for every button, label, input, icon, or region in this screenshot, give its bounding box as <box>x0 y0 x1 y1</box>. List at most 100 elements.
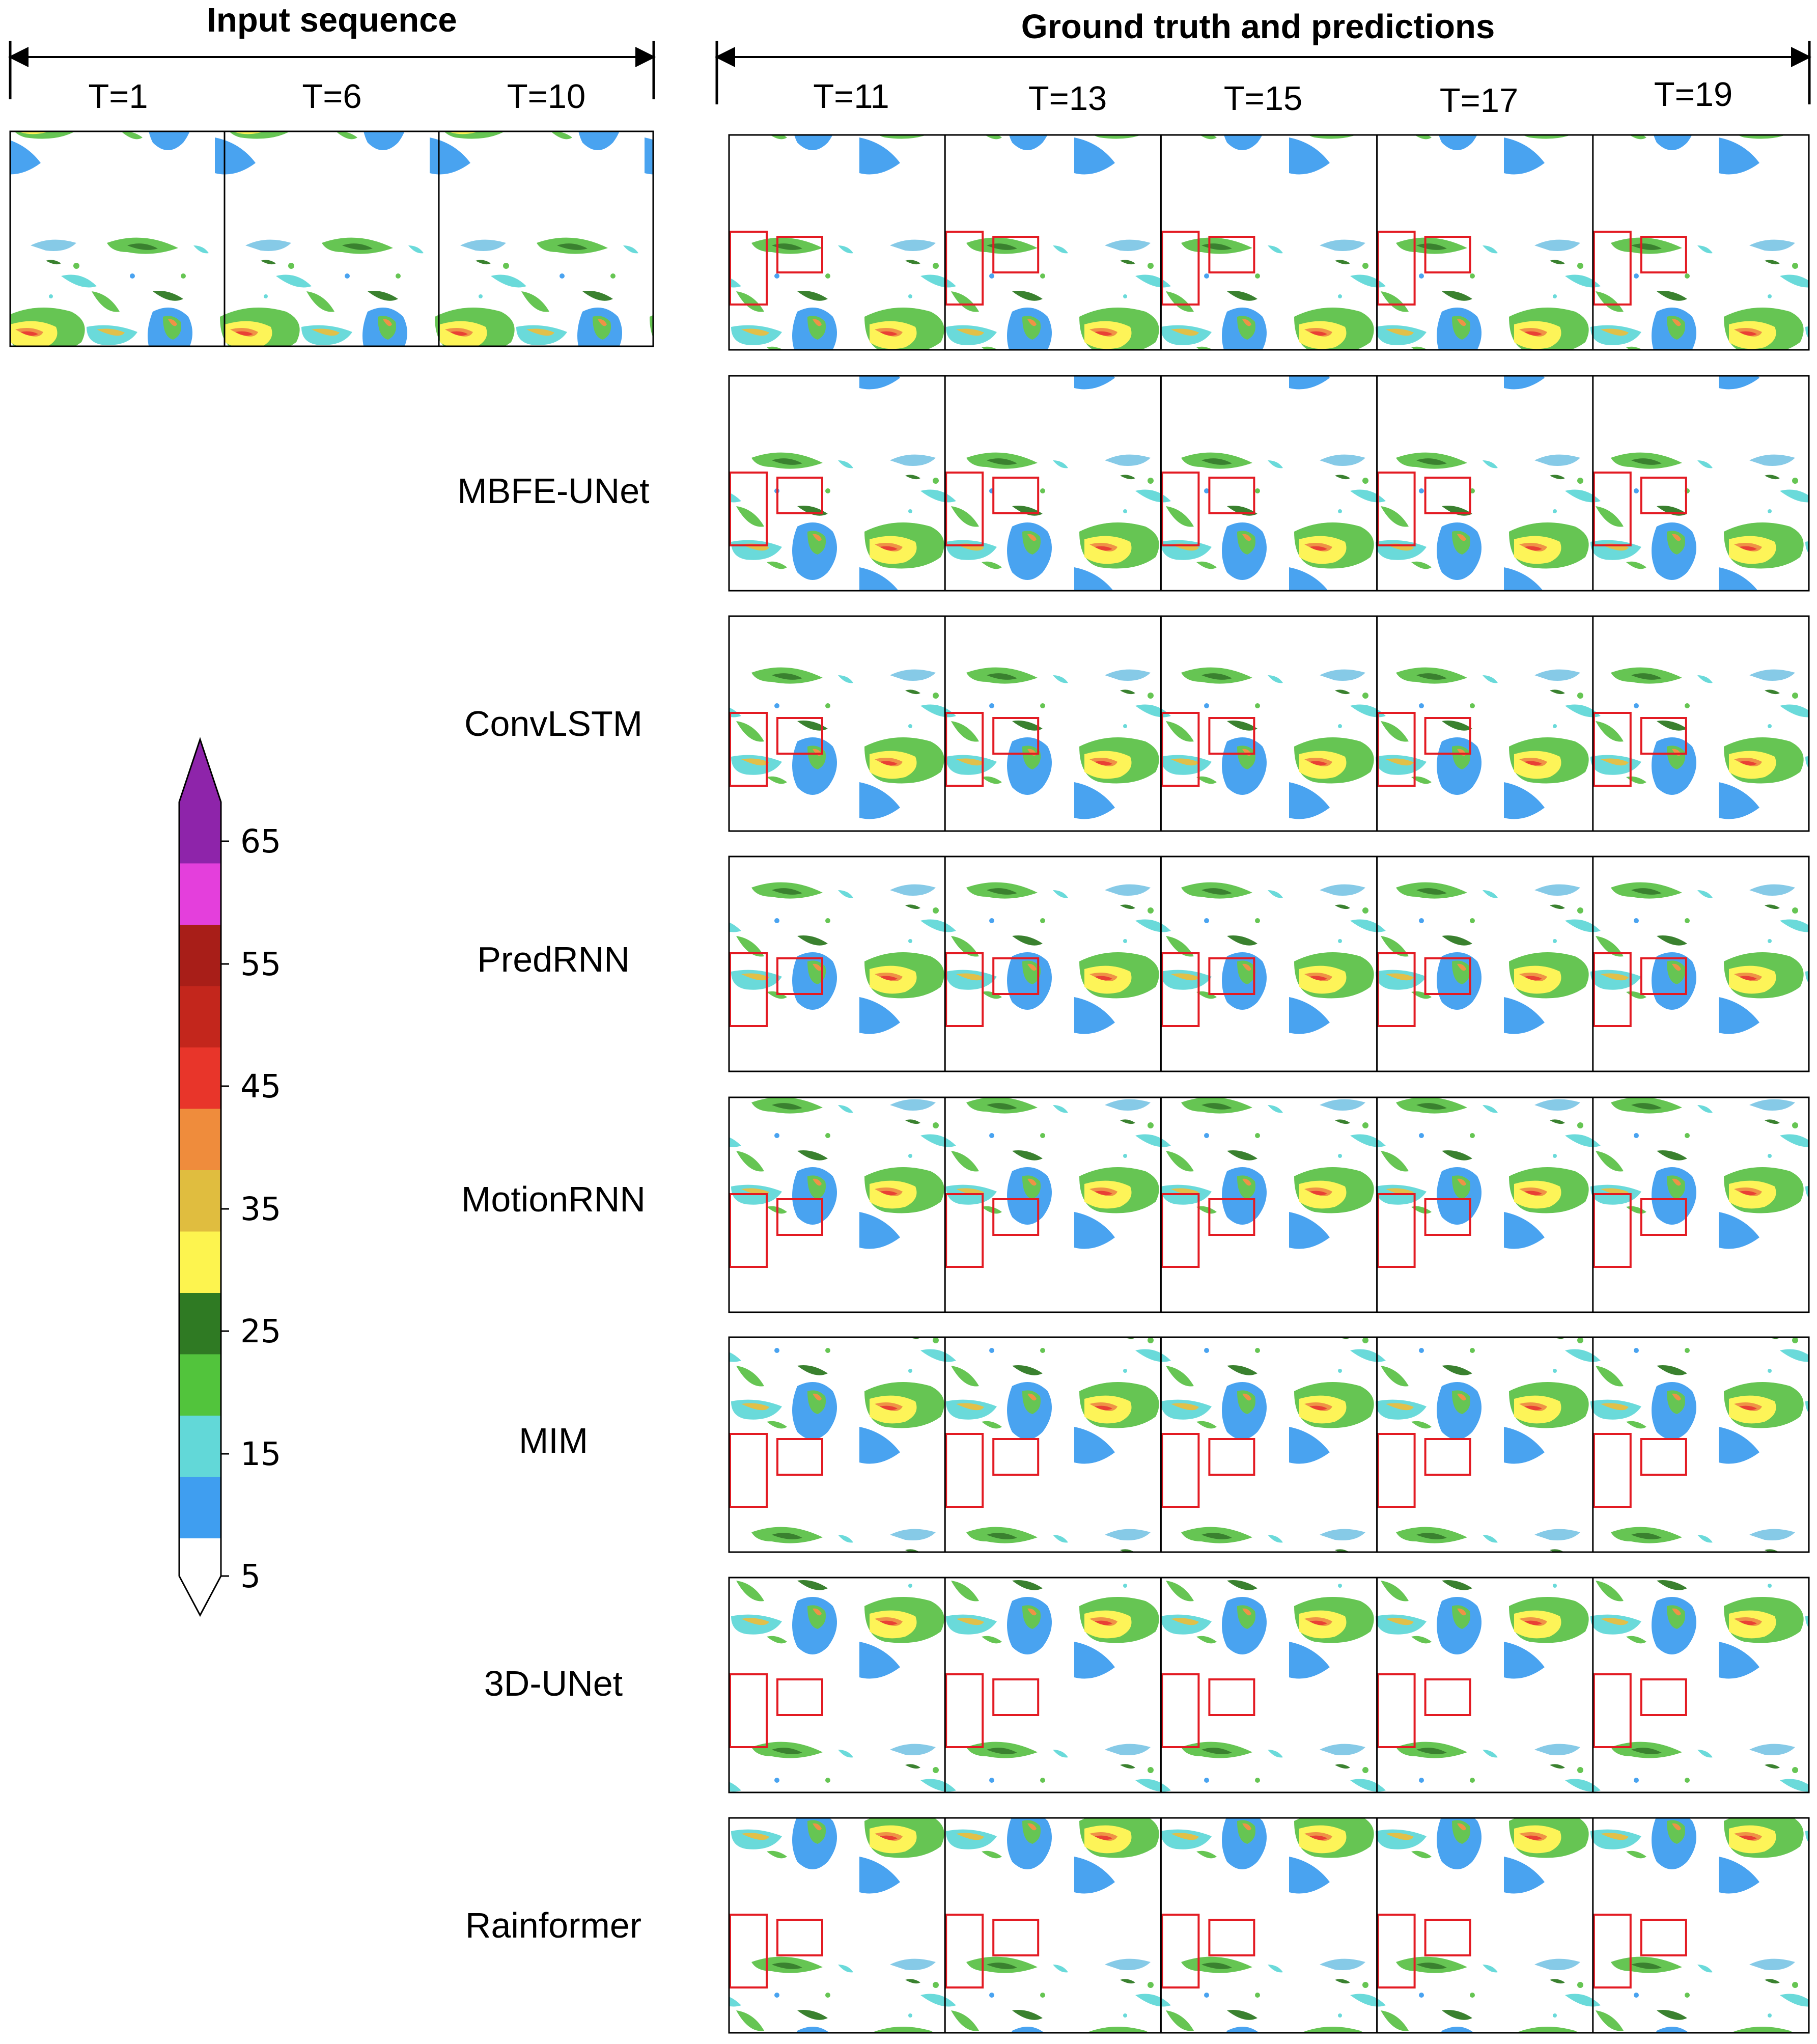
highlight-box-center <box>1208 1678 1255 1716</box>
highlight-box-center <box>776 957 823 995</box>
highlight-box-left <box>729 952 768 1027</box>
radar-frame <box>1592 857 1809 1071</box>
highlight-box-left <box>1377 1914 1416 1988</box>
colorbar-band <box>179 1293 221 1355</box>
highlight-box-center <box>992 477 1040 514</box>
row-border <box>728 855 1810 1072</box>
highlight-box-center <box>992 717 1040 755</box>
highlight-box-center <box>1424 717 1471 755</box>
highlight-box-center <box>1208 477 1255 514</box>
colorbar-under-arrow <box>179 1538 221 1615</box>
row-border <box>728 375 1810 592</box>
highlight-box-center <box>1208 1919 1255 1956</box>
radar-frame <box>945 1818 1161 2033</box>
colorbar-band <box>179 1231 221 1293</box>
prediction-row <box>728 1817 1810 2034</box>
highlight-box-left <box>1377 472 1416 546</box>
row-border <box>728 1096 1810 1313</box>
highlight-box-center <box>1208 236 1255 273</box>
radar-frame <box>729 376 945 591</box>
radar-frame <box>729 1337 945 1552</box>
radar-frame <box>1161 376 1377 591</box>
highlight-box-center <box>776 1198 823 1236</box>
highlight-box-left <box>1592 952 1632 1027</box>
input-time-label: T=1 <box>88 77 148 116</box>
row-border <box>728 1336 1810 1553</box>
highlight-box-center <box>776 1438 823 1476</box>
radar-frame <box>1592 616 1809 831</box>
highlight-box-left <box>945 712 984 787</box>
colorbar-tick-label: 35 <box>240 1191 281 1228</box>
colorbar-band <box>179 1477 221 1539</box>
highlight-box-left <box>1592 1433 1632 1508</box>
model-label: MIM <box>519 1421 588 1460</box>
highlight-box-center <box>992 957 1040 995</box>
highlight-box-left <box>1592 712 1632 787</box>
highlight-box-left <box>1377 712 1416 787</box>
prediction-row <box>728 855 1810 1072</box>
radar-frame <box>1377 1818 1593 2033</box>
radar-frame <box>1161 1818 1377 2033</box>
highlight-box-center <box>1208 1438 1255 1476</box>
highlight-box-left <box>1377 952 1416 1027</box>
row-border <box>728 134 1810 351</box>
highlight-box-left <box>945 1193 984 1268</box>
highlight-box-left <box>945 1433 984 1508</box>
highlight-box-left <box>729 712 768 787</box>
radar-frame <box>1377 616 1593 831</box>
highlight-box-left <box>1161 712 1200 787</box>
highlight-box-center <box>1424 1678 1471 1716</box>
highlight-box-center <box>776 477 823 514</box>
colorbar-band <box>179 1354 221 1416</box>
highlight-box-left <box>1377 231 1416 306</box>
highlight-box-left <box>1161 472 1200 546</box>
highlight-box-center <box>776 1678 823 1716</box>
colorbar-band <box>179 1109 221 1171</box>
colorbar-band <box>179 1170 221 1232</box>
radar-frame <box>1377 376 1593 591</box>
radar-frame <box>945 1578 1161 1792</box>
highlight-box-center <box>1640 477 1687 514</box>
colorbar-tick-label: 15 <box>240 1435 281 1473</box>
radar-frame <box>729 135 945 350</box>
highlight-box-left <box>1161 1193 1200 1268</box>
colorbar-tick-label: 55 <box>240 946 281 983</box>
highlight-box-center <box>1208 957 1255 995</box>
highlight-box-center <box>992 1438 1040 1476</box>
input-sequence-header: Input sequence <box>207 1 457 39</box>
highlight-box-center <box>1640 1919 1687 1956</box>
highlight-box-left <box>1161 1914 1200 1988</box>
radar-frame <box>729 616 945 831</box>
radar-frame <box>945 135 1161 350</box>
radar-frame <box>945 376 1161 591</box>
highlight-box-center <box>1640 1198 1687 1236</box>
highlight-box-left <box>1592 1914 1632 1988</box>
highlight-box-left <box>1592 1193 1632 1268</box>
highlight-box-center <box>776 717 823 755</box>
highlight-box-left <box>945 1914 984 1988</box>
radar-frame <box>729 1578 945 1792</box>
output-time-label: T=17 <box>1440 81 1519 120</box>
highlight-box-left <box>1161 231 1200 306</box>
colorbar-band <box>179 986 221 1048</box>
radar-frame <box>1377 135 1593 350</box>
highlight-box-center <box>1424 236 1471 273</box>
radar-frame <box>1592 1337 1809 1552</box>
highlight-box-left <box>1592 231 1632 306</box>
highlight-box-center <box>776 1919 823 1956</box>
input-time-label: T=10 <box>507 77 586 116</box>
colorbar-band <box>179 1047 221 1110</box>
ground-truth-predictions-header: Ground truth and predictions <box>1021 8 1495 46</box>
colorbar-band <box>179 863 221 925</box>
prediction-row <box>728 615 1810 832</box>
input-radar-frame <box>225 131 439 346</box>
model-label: ConvLSTM <box>464 704 642 743</box>
highlight-box-left <box>1377 1193 1416 1268</box>
input-time-label: T=6 <box>302 77 361 116</box>
ground-truth-row <box>728 134 1810 351</box>
colorbar-tick-label: 45 <box>240 1068 281 1105</box>
highlight-box-center <box>1640 1678 1687 1716</box>
highlight-box-center <box>1424 477 1471 514</box>
radar-frame <box>729 857 945 1071</box>
